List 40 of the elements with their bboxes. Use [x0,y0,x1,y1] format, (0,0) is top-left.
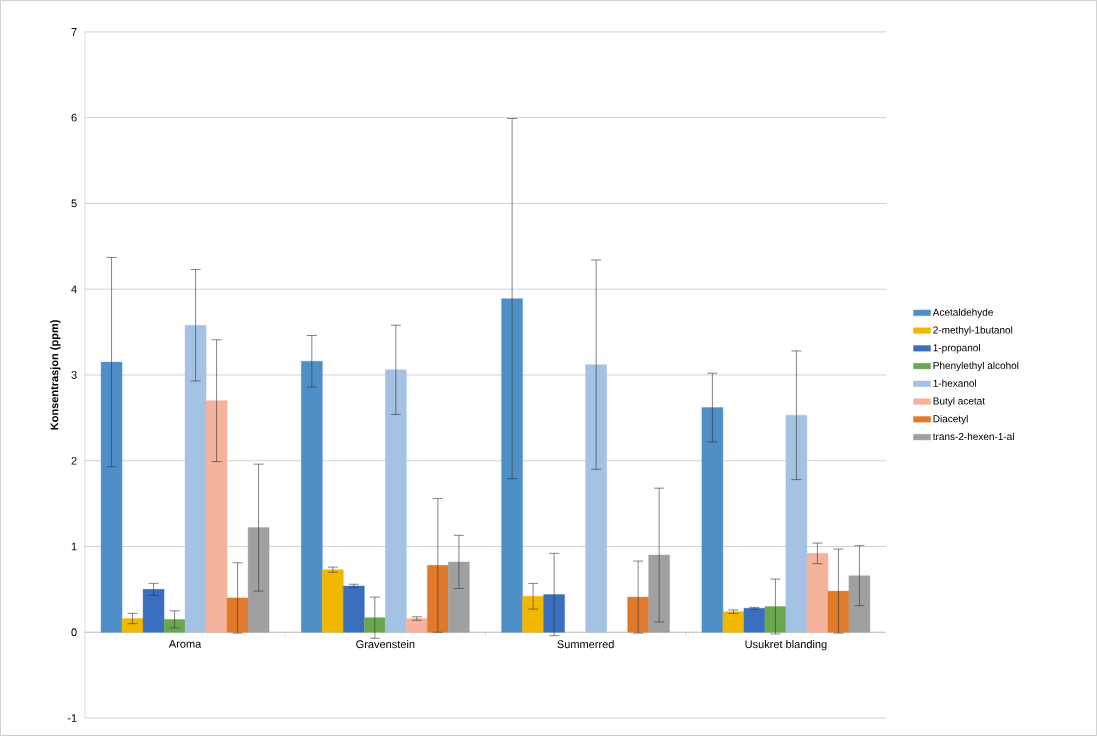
legend-label: 1-propanol [933,343,980,354]
bar [585,364,607,633]
x-tick-label: Summerred [557,640,614,649]
bar [301,361,323,633]
legend-label: 2-methyl-1butanol [933,326,1013,336]
y-tick-label: 3 [71,371,77,379]
bar [406,618,428,633]
bar [806,553,829,633]
y-tick-label: 1 [71,542,77,551]
bar [100,361,123,633]
bar [142,589,165,633]
y-tick-label: 0 [71,628,77,637]
y-tick-label: 7 [71,28,77,36]
bar [364,617,386,633]
legend-label: Butyl acetat [933,397,985,407]
y-tick-label: 5 [71,199,77,208]
legend-label: trans-2-hexen-1-al [932,432,1014,441]
y-tick-label: 2 [71,456,77,465]
legend-label: 1-hexanol [933,379,977,387]
y-tick-label: 6 [71,113,77,122]
legend-label: Acetaldehyde [932,308,993,318]
bar [785,415,808,633]
bar [121,618,144,633]
y-tick-label: 4 [71,285,77,294]
bar [701,407,724,633]
x-tick-label: Gravenstein [356,640,415,649]
y-tick-label: -1 [67,714,77,722]
bar [205,400,228,633]
bar [184,325,207,633]
bar [722,611,745,633]
y-axis-title: Konsentrasjon (ppm) [50,320,61,430]
bar [522,596,544,633]
x-tick-label: Aroma [168,640,202,648]
bar [385,369,407,633]
legend-label: Phenylethyl alcohol [933,361,1019,372]
legend-label: Diacetyl [933,414,968,425]
bar [322,569,344,633]
bar [343,585,365,633]
x-tick-label: Usukret blanding [745,640,827,651]
bar [743,608,766,633]
